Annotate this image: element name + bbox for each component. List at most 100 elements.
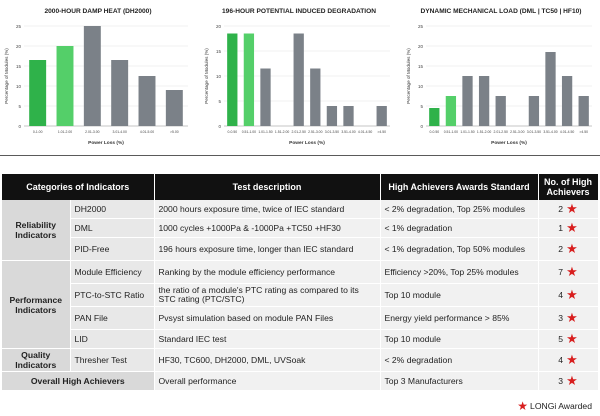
table-row: PTC-to-STC Ratio the ratio of a module's…	[2, 283, 599, 307]
table-header-row: Categories of Indicators Test descriptio…	[2, 174, 599, 200]
y-axis-label: Percentage of Modules (%)	[406, 48, 411, 104]
bar	[138, 76, 156, 126]
chart-dh2000: 2000-HOUR DAMP HEAT (DH2000) 0 5 10 15 20 25 Pe…	[2, 2, 194, 150]
description-cell: 196 hours exposure time, longer than IEC…	[154, 237, 381, 261]
bar	[260, 68, 271, 126]
count-value: 3	[558, 313, 564, 323]
bar	[578, 96, 589, 126]
y-tick-label: 20	[16, 44, 22, 49]
y-tick-label: 5	[218, 99, 221, 104]
bar	[310, 68, 321, 126]
count-cell: 2 ★	[538, 200, 599, 219]
x-tick-label: 2.51-3.00	[308, 130, 322, 134]
category-quality: Quality Indicators	[2, 348, 71, 372]
count-value: 4	[558, 290, 564, 300]
star-icon: ★	[566, 201, 578, 216]
x-tick-label: 2.51-3.00	[510, 130, 524, 134]
y-tick-label: 25	[16, 24, 22, 29]
bar	[545, 52, 556, 126]
chart-svg: DYNAMIC MECHANICAL LOAD (DML | TC50 | HF…	[406, 8, 592, 146]
x-tick-label: 1.01-1.50	[258, 130, 272, 134]
x-tick-label: 0-0.50	[227, 130, 237, 134]
description-cell: Standard IEC test	[154, 329, 381, 349]
table-row: DML 1000 cycles +1000Pa & -1000Pa +TC50 …	[2, 218, 599, 238]
y-tick-label: 20	[418, 44, 424, 49]
chart-svg: 2000-HOUR DAMP HEAT (DH2000) 0 5 10 15 20 25 Pe…	[4, 8, 188, 146]
indicator-cell: LID	[70, 329, 155, 349]
x-axis-label: Power Loss (%)	[491, 140, 527, 146]
x-tick-label: 0.51-1.00	[242, 130, 256, 134]
table-row: Overall High Achievers Overall performan…	[2, 371, 599, 391]
x-tick-label: 1.51-2.00	[275, 130, 289, 134]
count-cell: 2 ★	[538, 237, 599, 261]
indicators-table-wrap: Categories of Indicators Test descriptio…	[2, 174, 599, 391]
x-tick-label: >4.50	[377, 130, 386, 134]
description-cell: 2000 hours exposure time, twice of IEC s…	[154, 200, 381, 219]
section-divider	[0, 155, 600, 156]
table-row: Quality Indicators Thresher Test HF30, T…	[2, 348, 599, 372]
count-cell: 4 ★	[538, 283, 599, 307]
standard-cell: Energy yield performance > 85%	[380, 306, 539, 330]
category-performance: Performance Indicators	[2, 260, 71, 349]
bar	[429, 108, 440, 126]
bar	[29, 60, 47, 126]
x-tick-label: 0-1.00	[33, 130, 43, 134]
y-axis-label: Percentage of Modules (%)	[204, 48, 209, 104]
x-tick-label: 4.01-4.50	[358, 130, 372, 134]
bar	[528, 96, 540, 126]
category-overall: Overall High Achievers	[2, 371, 155, 391]
x-tick-label: 1.01-2.00	[58, 130, 72, 134]
description-cell: HF30, TC600, DH2000, DML, UVSoak	[154, 348, 381, 372]
count-value: 4	[558, 355, 564, 365]
star-icon: ★	[566, 373, 578, 388]
x-tick-label: 0.51-1.00	[444, 130, 458, 134]
table-row: Reliability Indicators DH2000 2000 hours…	[2, 200, 599, 261]
y-axis-label: Percentage of Modules (%)	[4, 48, 9, 104]
count-cell: 5 ★	[538, 329, 599, 349]
bar	[227, 33, 238, 126]
table-row: LID Standard IEC test Top 10 module 5 ★	[2, 329, 599, 349]
count-cell: 3 ★	[538, 371, 599, 391]
star-icon: ★	[566, 310, 578, 325]
standard-cell: < 1% degradation, Top 50% modules	[380, 237, 539, 261]
x-tick-label: >5.00	[170, 130, 179, 134]
y-tick-label: 15	[418, 64, 424, 69]
x-tick-label: 3.01-3.50	[325, 130, 339, 134]
y-tick-label: 10	[16, 84, 22, 89]
star-icon: ★	[566, 241, 578, 256]
count-value: 5	[558, 334, 564, 344]
bar	[478, 76, 490, 126]
bar	[326, 106, 338, 126]
count-value: 2	[558, 244, 564, 254]
count-cell: 7 ★	[538, 260, 599, 284]
x-tick-label: 4.01-5.00	[140, 130, 154, 134]
category-reliability: Reliability Indicators	[2, 200, 71, 261]
description-cell: Overall performance	[154, 371, 381, 391]
count-value: 2	[558, 204, 564, 214]
table-row: Performance Indicators Module Efficiency…	[2, 260, 599, 349]
bar	[445, 96, 457, 126]
chart-svg: 196-HOUR POTENTIAL INDUCED DEGRADATION 0 5…	[204, 8, 390, 146]
chart-title: 2000-HOUR DAMP HEAT (DH2000)	[44, 8, 151, 15]
indicator-cell: Module Efficiency	[70, 260, 155, 284]
y-tick-label: 10	[418, 84, 424, 89]
x-tick-label: 1.51-2.00	[477, 130, 491, 134]
bar	[56, 46, 74, 126]
x-tick-label: 3.51-4.00	[341, 130, 355, 134]
table-row: PAN File Pvsyst simulation based on modu…	[2, 306, 599, 330]
indicator-cell: DML	[70, 218, 155, 238]
y-tick-label: 0	[218, 124, 221, 129]
indicator-cell: Thresher Test	[70, 348, 155, 372]
bar	[376, 106, 387, 126]
header-categories: Categories of Indicators	[2, 174, 155, 200]
y-tick-label: 5	[18, 104, 21, 109]
header-awards-standard: High Achievers Awards Standard	[380, 174, 539, 200]
star-icon: ★	[566, 287, 578, 302]
header-num-achievers: No. of High Achievers	[538, 174, 599, 200]
bar	[243, 33, 255, 126]
indicator-cell: PTC-to-STC Ratio	[70, 283, 155, 307]
x-tick-label: 3.01-3.50	[527, 130, 541, 134]
description-cell: Ranking by the module efficiency perform…	[154, 260, 381, 284]
x-tick-label: >4.50	[579, 130, 588, 134]
bar	[111, 60, 129, 126]
